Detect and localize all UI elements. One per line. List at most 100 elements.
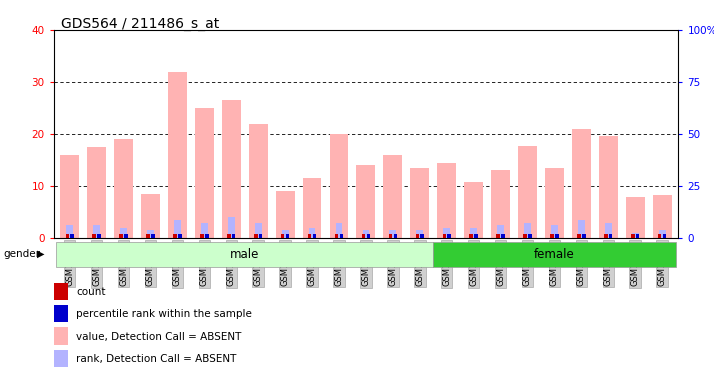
Bar — [66, 225, 73, 238]
Text: ▶: ▶ — [37, 249, 45, 259]
Bar — [366, 234, 370, 238]
Bar — [464, 183, 483, 238]
Bar — [174, 220, 181, 238]
Bar — [524, 222, 531, 238]
Bar — [625, 196, 645, 238]
Bar — [582, 234, 585, 238]
Bar — [168, 72, 187, 238]
Bar — [92, 234, 96, 238]
Bar — [448, 234, 451, 238]
Bar — [232, 234, 236, 238]
Bar — [363, 230, 369, 238]
Bar — [474, 234, 478, 238]
Bar — [259, 234, 262, 238]
Bar — [545, 168, 564, 238]
Bar — [496, 234, 500, 238]
Bar — [308, 234, 311, 238]
Bar — [416, 234, 419, 238]
Bar — [393, 234, 397, 238]
Bar — [497, 225, 504, 238]
Bar — [97, 234, 101, 238]
Text: female: female — [534, 248, 575, 261]
Bar — [119, 234, 123, 238]
Bar — [303, 178, 321, 238]
Bar — [443, 228, 450, 238]
Bar — [659, 230, 665, 238]
Bar — [124, 234, 128, 238]
Bar — [340, 234, 343, 238]
Bar — [87, 147, 106, 238]
Bar — [255, 222, 261, 238]
Bar — [572, 129, 590, 238]
Text: male: male — [230, 248, 259, 261]
Bar — [658, 234, 661, 238]
Bar — [578, 220, 585, 238]
Bar — [56, 243, 433, 267]
Bar — [609, 234, 613, 238]
Bar — [335, 234, 338, 238]
Bar — [577, 234, 580, 238]
Bar — [222, 100, 241, 238]
Bar — [599, 136, 618, 238]
Bar — [227, 234, 231, 238]
Bar — [518, 146, 537, 238]
Bar — [433, 243, 675, 267]
Bar — [632, 233, 638, 238]
Bar — [605, 222, 612, 238]
Bar — [60, 155, 79, 238]
Bar — [254, 234, 258, 238]
Bar — [71, 234, 74, 238]
Bar — [663, 234, 666, 238]
Text: value, Detection Call = ABSENT: value, Detection Call = ABSENT — [76, 332, 241, 342]
Text: gender: gender — [4, 249, 41, 259]
Text: percentile rank within the sample: percentile rank within the sample — [76, 309, 252, 319]
Bar — [356, 165, 376, 238]
Bar — [195, 108, 213, 238]
Bar — [174, 234, 177, 238]
Bar — [550, 234, 554, 238]
Bar — [201, 222, 208, 238]
Bar — [411, 168, 429, 238]
Bar — [120, 228, 127, 238]
Bar — [528, 234, 532, 238]
Bar — [501, 234, 505, 238]
Bar — [604, 234, 608, 238]
Bar — [200, 234, 203, 238]
Bar — [54, 327, 68, 345]
Text: count: count — [76, 287, 106, 297]
Bar — [114, 139, 133, 238]
Bar — [551, 225, 558, 238]
Bar — [178, 234, 181, 238]
Bar — [491, 171, 510, 238]
Bar — [416, 230, 423, 238]
Bar — [286, 234, 289, 238]
Bar — [54, 350, 68, 367]
Bar — [281, 234, 284, 238]
Bar — [276, 191, 295, 238]
Bar — [555, 234, 558, 238]
Bar — [390, 230, 396, 238]
Bar — [146, 234, 150, 238]
Bar — [631, 234, 635, 238]
Bar — [471, 228, 477, 238]
Bar — [388, 234, 392, 238]
Text: rank, Detection Call = ABSENT: rank, Detection Call = ABSENT — [76, 354, 236, 364]
Bar — [362, 234, 366, 238]
Bar — [228, 217, 235, 238]
Bar — [54, 305, 68, 322]
Bar — [383, 155, 402, 238]
Bar — [54, 283, 68, 300]
Bar — [282, 230, 288, 238]
Bar — [336, 222, 342, 238]
Bar — [313, 234, 316, 238]
Bar — [308, 228, 316, 238]
Bar — [66, 234, 69, 238]
Bar — [421, 234, 424, 238]
Bar — [653, 195, 672, 238]
Bar — [330, 134, 348, 238]
Bar — [437, 163, 456, 238]
Bar — [443, 234, 446, 238]
Bar — [151, 234, 155, 238]
Bar — [636, 234, 640, 238]
Bar — [523, 234, 527, 238]
